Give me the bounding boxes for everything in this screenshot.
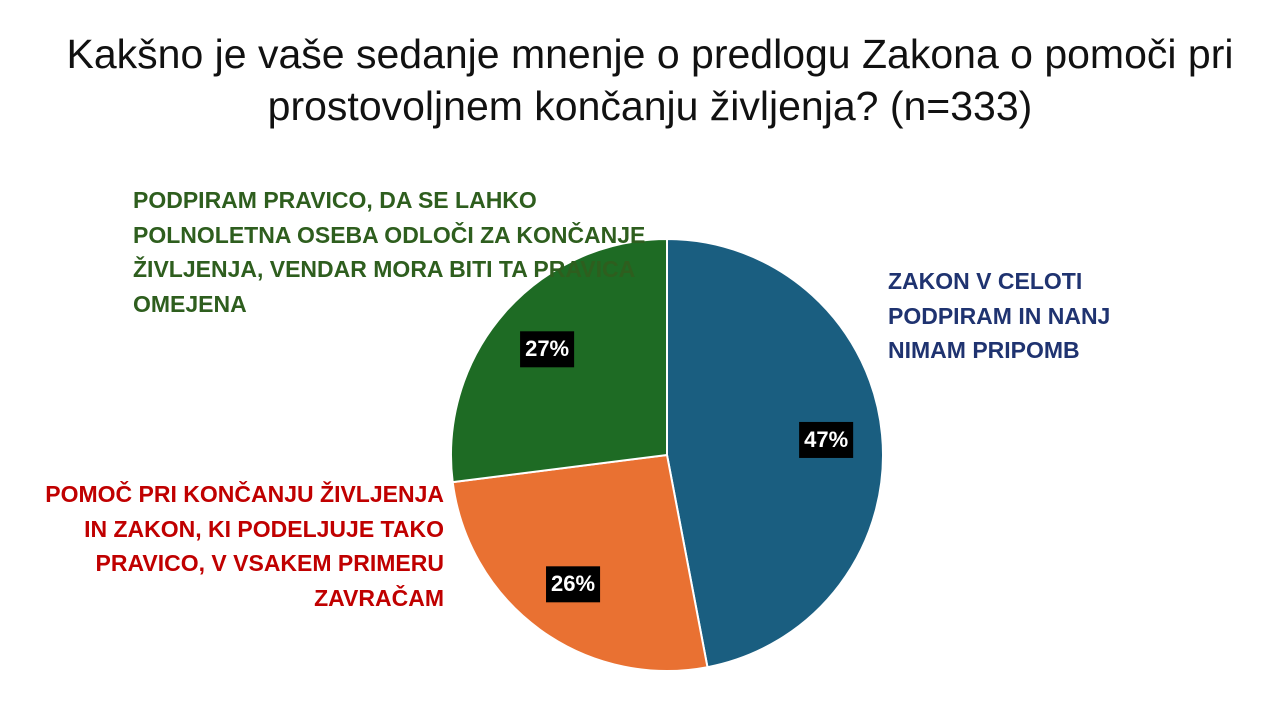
data-label: 47% — [799, 421, 854, 458]
data-label-box — [799, 421, 854, 458]
category-label: POMOČ PRI KONČANJU ŽIVLJENJA IN ZAKON, K… — [45, 481, 444, 611]
data-label-text: 47% — [804, 427, 848, 452]
data-label-text: 26% — [551, 571, 595, 596]
data-label-box — [520, 331, 575, 368]
pie-slice — [666, 237, 884, 669]
chart-title: Kakšno je vaše sedanje mnenje o predlogu… — [66, 31, 1234, 129]
category-label: PODPIRAM PRAVICO, DA SE LAHKO POLNOLETNA… — [133, 187, 646, 317]
data-label-box — [546, 566, 601, 603]
data-label-text: 27% — [525, 336, 569, 361]
data-label: 27% — [520, 331, 575, 368]
pie-slice — [451, 453, 709, 672]
data-label: 26% — [546, 566, 601, 603]
category-label: ZAKON V CELOTI PODPIRAM IN NANJ NIMAM PR… — [888, 268, 1111, 363]
